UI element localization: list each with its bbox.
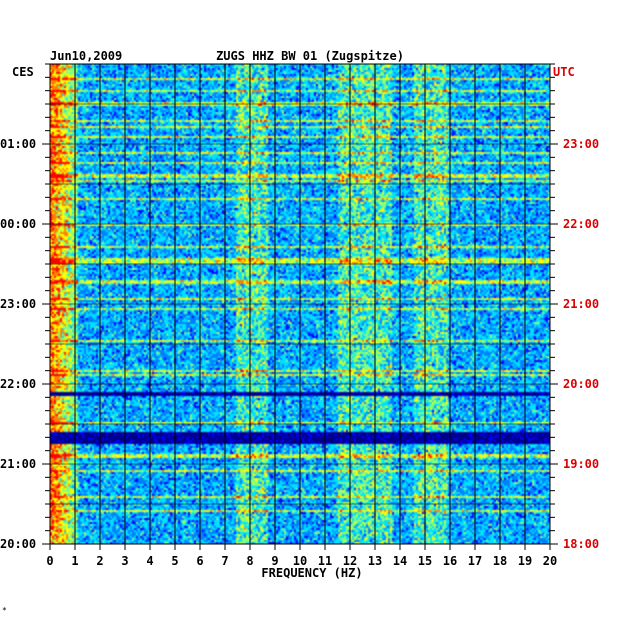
x-tick-label: 19 xyxy=(518,554,532,568)
x-tick-label: 11 xyxy=(318,554,332,568)
date-label: Jun10,2009 xyxy=(50,49,122,63)
x-tick-label: 12 xyxy=(343,554,357,568)
x-tick-label: 4 xyxy=(146,554,153,568)
x-tick-label: 0 xyxy=(46,554,53,568)
x-tick-label: 13 xyxy=(368,554,382,568)
right-time-label: 21:00 xyxy=(563,297,599,311)
x-tick-label: 5 xyxy=(171,554,178,568)
left-time-label: 20:00 xyxy=(0,537,36,551)
x-tick-label: 2 xyxy=(96,554,103,568)
x-tick-label: 20 xyxy=(543,554,557,568)
x-tick-label: 14 xyxy=(393,554,407,568)
left-time-label: 01:00 xyxy=(0,137,36,151)
right-timezone-label: UTC xyxy=(553,65,575,79)
left-time-label: 21:00 xyxy=(0,457,36,471)
x-tick-label: 16 xyxy=(443,554,457,568)
x-tick-label: 1 xyxy=(71,554,78,568)
x-tick-label: 6 xyxy=(196,554,203,568)
left-time-label: 22:00 xyxy=(0,377,36,391)
axes: 0 1 2 3 4 5 6 7 8 9 10 11 12 13 14 15 16 17 18 19 2001:0000:… xyxy=(0,63,599,568)
plot-frame xyxy=(49,63,551,545)
right-time-label: 23:00 xyxy=(563,137,599,151)
left-time-label: 23:00 xyxy=(0,297,36,311)
footnote-mark: * xyxy=(2,606,7,615)
x-tick-label: 15 xyxy=(418,554,432,568)
chart-title: ZUGS HHZ BW 01 (Zugspitze) xyxy=(216,49,404,63)
x-tick-label: 9 xyxy=(271,554,278,568)
right-time-label: 18:00 xyxy=(563,537,599,551)
right-time-label: 20:00 xyxy=(563,377,599,391)
x-tick-label: 18 xyxy=(493,554,507,568)
x-tick-label: 8 xyxy=(246,554,253,568)
left-timezone-label: CES xyxy=(12,65,34,79)
x-tick-label: 10 xyxy=(293,554,307,568)
x-tick-label: 7 xyxy=(221,554,228,568)
left-time-label: 00:00 xyxy=(0,217,36,231)
x-axis-label: FREQUENCY (HZ) xyxy=(261,566,362,580)
grid-lines xyxy=(49,64,551,544)
right-time-label: 22:00 xyxy=(563,217,599,231)
x-tick-label: 17 xyxy=(468,554,482,568)
right-time-label: 19:00 xyxy=(563,457,599,471)
x-tick-label: 3 xyxy=(121,554,128,568)
